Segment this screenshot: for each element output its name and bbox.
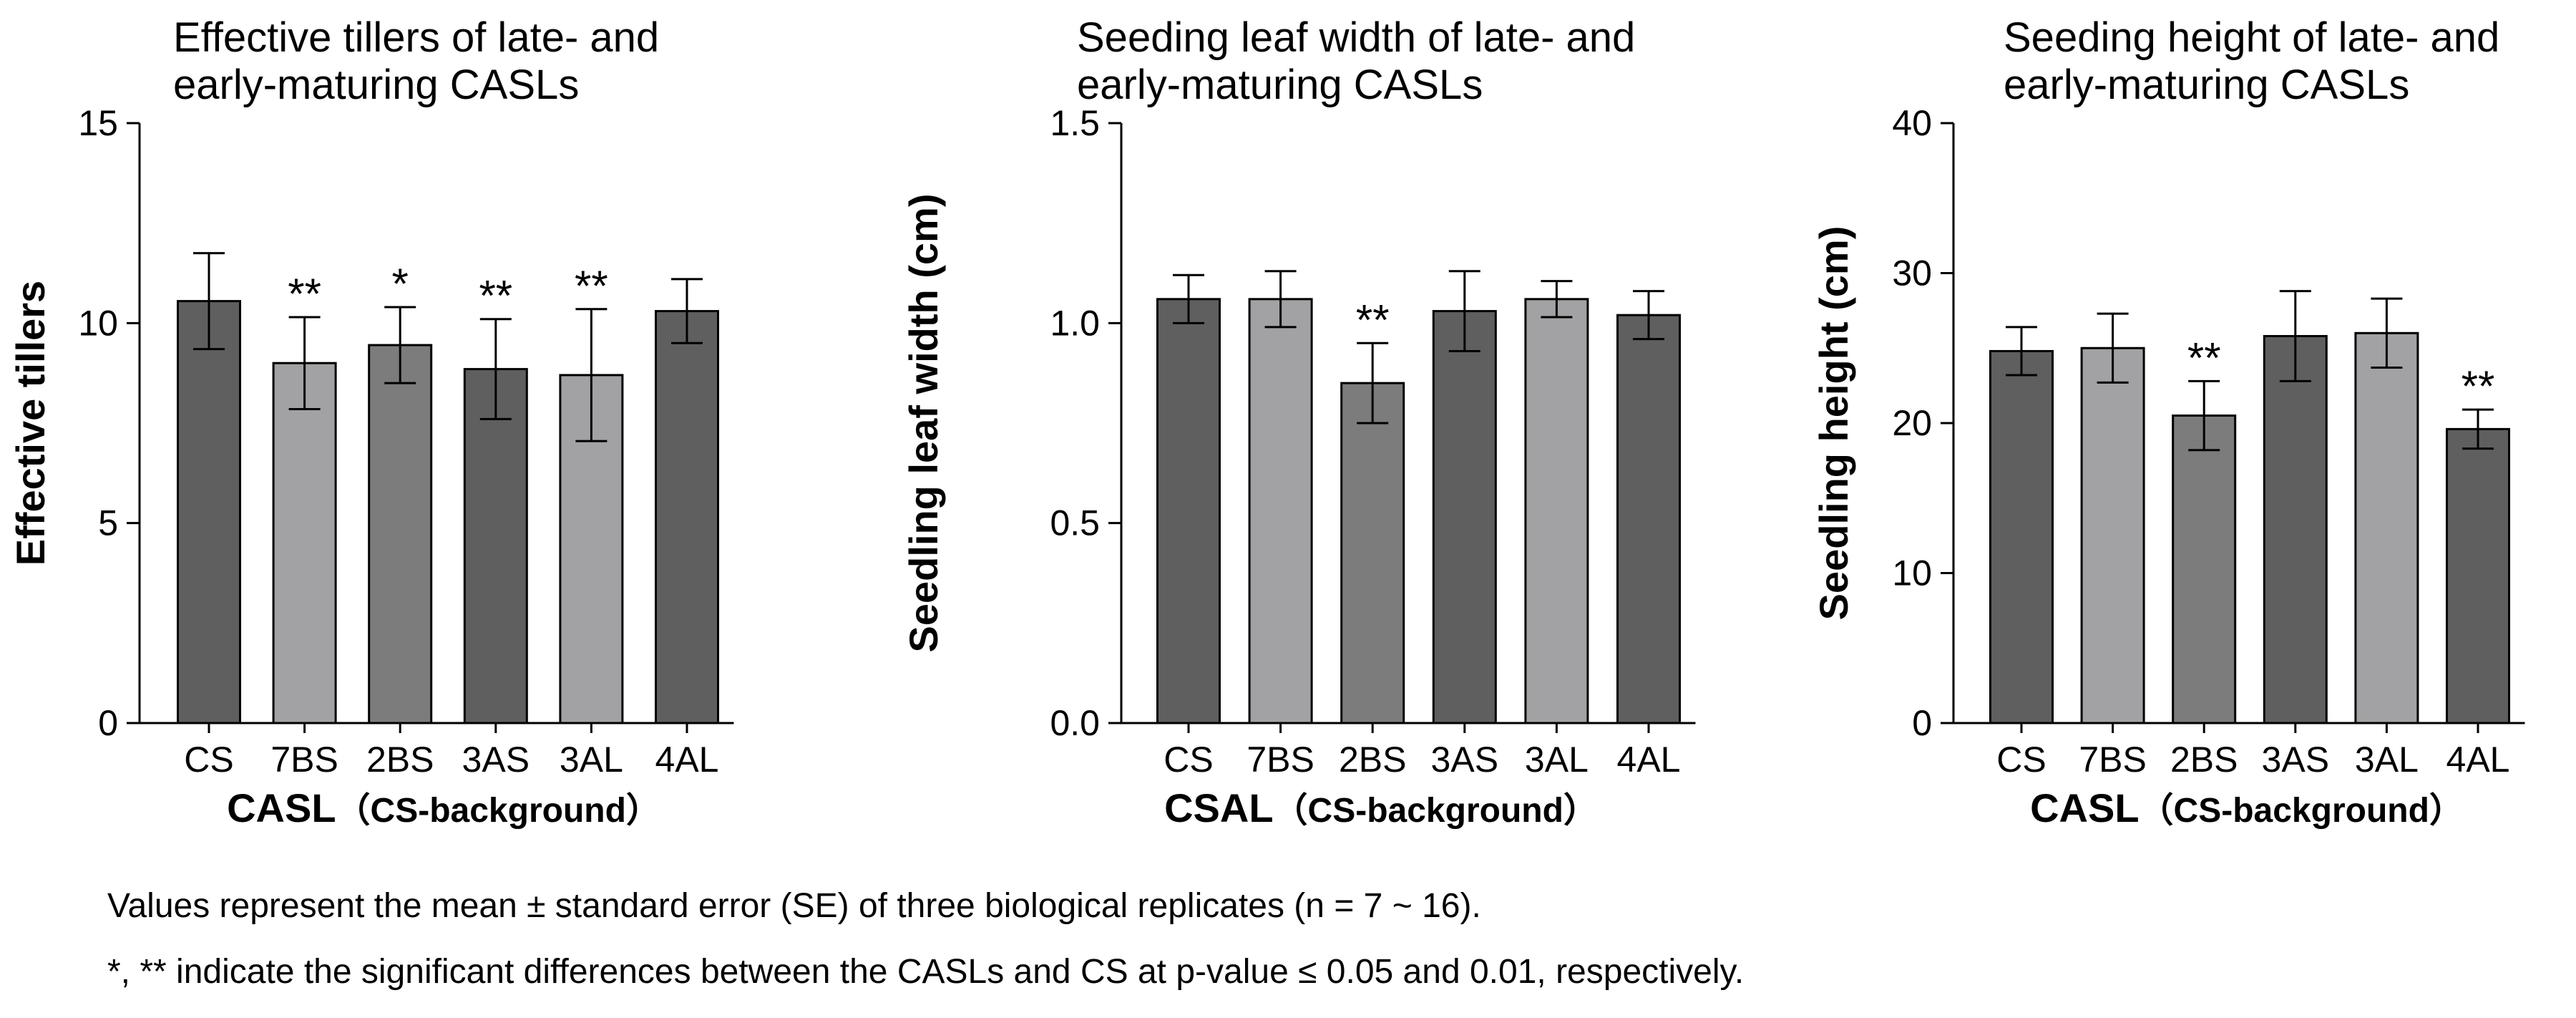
category-label: 7BS	[270, 740, 338, 780]
x-axis-title: CASL（CS-background）	[227, 785, 660, 830]
significance-mark: **	[575, 262, 608, 310]
bar-3AL	[1524, 298, 1589, 724]
y-tick-label: 1.0	[1050, 303, 1100, 343]
y-tick-label: 10	[78, 303, 118, 343]
chart-title-line: Seeding leaf width of late- and	[1077, 14, 1635, 61]
bar-3AL	[2354, 331, 2419, 724]
bar-3AS	[1432, 310, 1497, 724]
x-axis-title-sub: （CS-background）	[336, 792, 660, 830]
x-axis-title-main: CASL	[227, 785, 336, 830]
chart-title-line: early-maturing CASLs	[173, 62, 579, 108]
x-axis-title: CSAL（CS-background）	[1164, 785, 1598, 830]
significance-mark: **	[2187, 334, 2221, 382]
footnote-mean-se: Values represent the mean ± standard err…	[107, 887, 1481, 925]
bar-3AS	[2263, 334, 2328, 724]
y-tick-label: 0	[1912, 703, 1932, 743]
y-axis-title: Effective tillers	[8, 281, 53, 566]
category-label: 4AL	[1617, 740, 1681, 780]
category-label: 4AL	[655, 740, 719, 780]
category-label: CS	[184, 740, 233, 780]
category-label: 3AL	[560, 740, 623, 780]
chart-title-line: early-maturing CASLs	[1077, 62, 1483, 108]
x-axis-title-sub: （CS-background）	[2140, 792, 2464, 830]
bar-7BS	[2080, 346, 2145, 724]
y-axis-title: Seedling leaf width (cm)	[901, 194, 946, 653]
category-label: 3AL	[1525, 740, 1589, 780]
bar-2BS	[1340, 382, 1405, 724]
bar-4AL	[2446, 427, 2510, 724]
y-tick-label: 20	[1892, 403, 1932, 443]
category-label: 2BS	[1339, 740, 1407, 780]
chart-panel-3: Seeding height of late- andearly-maturin…	[1811, 14, 2525, 830]
chart-title-line: early-maturing CASLs	[2004, 62, 2409, 108]
category-label: 7BS	[2079, 740, 2147, 780]
y-tick-label: 0.5	[1050, 503, 1100, 543]
y-tick-label: 15	[78, 103, 118, 143]
x-axis-title: CASL（CS-background）	[2030, 785, 2464, 830]
significance-mark: **	[1356, 296, 1390, 344]
category-label: 2BS	[2170, 740, 2238, 780]
significance-mark: *	[392, 260, 409, 308]
y-tick-label: 40	[1892, 103, 1932, 143]
significance-mark: **	[288, 270, 321, 318]
footnote-significance: *, ** indicate the significant differenc…	[107, 953, 1745, 991]
chart-panel-2: Seeding leaf width of late- andearly-mat…	[901, 14, 1696, 830]
category-label: 3AS	[462, 740, 530, 780]
bar-4AL	[1616, 314, 1681, 724]
significance-mark: **	[479, 272, 512, 320]
bar-3AS	[463, 368, 528, 724]
bar-CS	[1989, 349, 2054, 724]
y-tick-label: 0.0	[1050, 703, 1100, 743]
bar-7BS	[1248, 298, 1313, 724]
category-label: 3AS	[1431, 740, 1499, 780]
category-label: 4AL	[2446, 740, 2510, 780]
category-label: 7BS	[1246, 740, 1314, 780]
x-axis-title-main: CSAL	[1164, 785, 1273, 830]
y-tick-label: 30	[1892, 253, 1932, 294]
bar-4AL	[655, 310, 719, 724]
category-label: CS	[1163, 740, 1213, 780]
category-label: 2BS	[366, 740, 434, 780]
y-tick-label: 0	[98, 703, 118, 743]
bar-7BS	[272, 362, 337, 724]
bar-CS	[177, 300, 241, 724]
bar-2BS	[2172, 415, 2237, 724]
chart-title-line: Effective tillers of late- and	[173, 14, 659, 61]
significance-mark: **	[2462, 362, 2495, 410]
y-tick-label: 5	[98, 503, 118, 543]
x-axis-title-sub: （CS-background）	[1274, 792, 1598, 830]
category-label: 3AL	[2355, 740, 2419, 780]
category-label: CS	[1996, 740, 2046, 780]
y-tick-label: 10	[1892, 553, 1932, 593]
chart-title-line: Seeding height of late- and	[2004, 14, 2499, 61]
y-axis-title: Seedling height (cm)	[1811, 226, 1856, 621]
bar-CS	[1156, 298, 1221, 724]
y-tick-label: 1.5	[1050, 103, 1100, 143]
category-label: 3AS	[2262, 740, 2330, 780]
bar-2BS	[368, 344, 433, 724]
x-axis-title-main: CASL	[2030, 785, 2139, 830]
chart-panel-1: Effective tillers of late- andearly-matu…	[8, 14, 734, 830]
